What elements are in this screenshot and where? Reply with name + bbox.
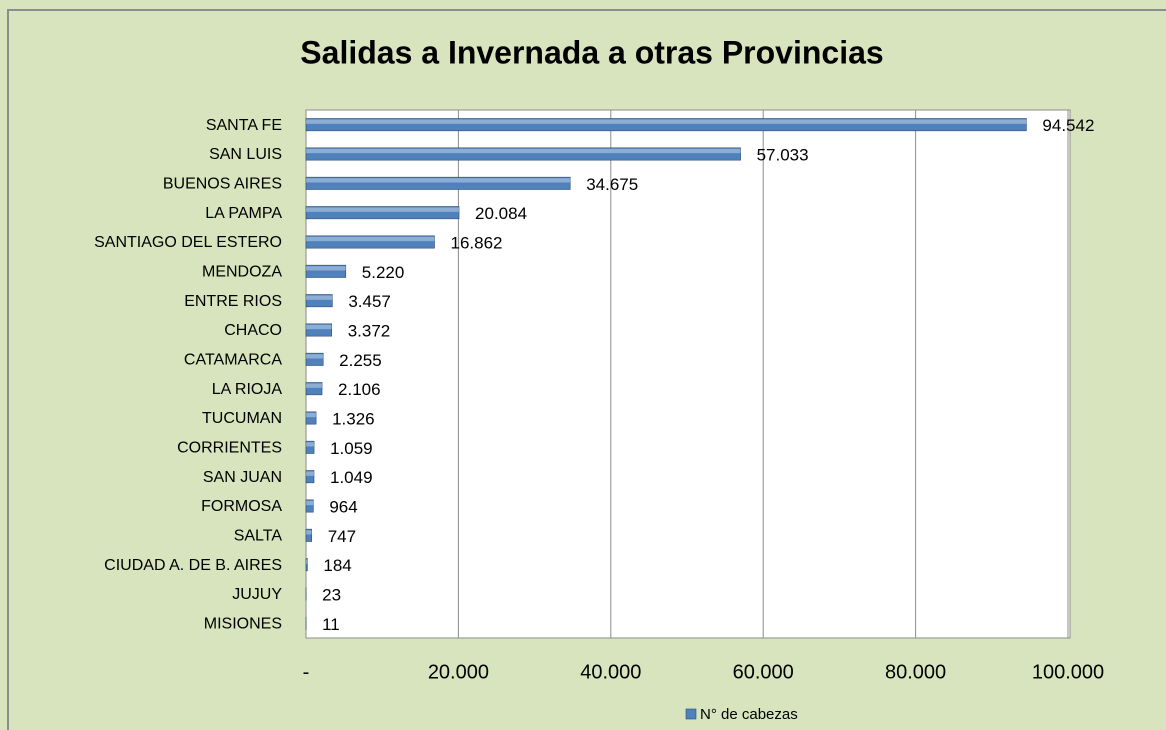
- data-label: 16.862: [450, 233, 502, 252]
- y-tick-label: SAN JUAN: [203, 469, 282, 486]
- data-label: 2.255: [339, 351, 382, 370]
- data-label: 34.675: [586, 175, 638, 194]
- data-label: 57.033: [757, 145, 809, 164]
- bar: [305, 558, 308, 572]
- y-tick-label: CATAMARCA: [184, 352, 282, 369]
- bar-highlight: [306, 500, 314, 506]
- bar: [305, 440, 315, 454]
- y-tick-label: MENDOZA: [202, 264, 282, 281]
- y-tick-label: CIUDAD A. DE B. AIRES: [104, 557, 282, 574]
- x-tick-label: 100.000: [1032, 661, 1104, 683]
- bar-highlight: [306, 383, 323, 388]
- bar-highlight: [306, 266, 346, 271]
- bar-highlight: [306, 530, 312, 535]
- bar-highlight: [306, 471, 314, 476]
- data-label: 964: [329, 497, 357, 516]
- data-label: 3.457: [348, 292, 391, 311]
- bar: [305, 235, 435, 249]
- bar-highlight: [306, 324, 332, 330]
- bar: [305, 352, 324, 366]
- bar: [305, 323, 332, 337]
- y-tick-label: SALTA: [234, 528, 283, 545]
- bar: [305, 382, 323, 396]
- bar-highlight: [306, 442, 315, 447]
- y-tick-label: SANTIAGO DEL ESTERO: [94, 234, 282, 251]
- bar-highlight: [306, 412, 317, 418]
- y-tick-label: LA RIOJA: [212, 381, 283, 398]
- y-tick-label: SANTA FE: [206, 117, 282, 134]
- data-label: 23: [322, 585, 341, 604]
- y-tick-label: LA PAMPA: [205, 205, 282, 222]
- bar: [305, 499, 314, 513]
- y-tick-label: CORRIENTES: [177, 440, 282, 457]
- chart-title: Salidas a Invernada a otras Provincias: [300, 34, 883, 70]
- bar: [305, 528, 312, 542]
- x-tick-label: 60.000: [733, 661, 794, 683]
- data-label: 747: [328, 527, 356, 546]
- data-label: 94.542: [1042, 116, 1094, 135]
- y-tick-label: ENTRE RIOS: [184, 293, 282, 310]
- bar: [305, 147, 741, 161]
- y-tick-label: TUCUMAN: [202, 410, 282, 427]
- data-label: 184: [323, 556, 351, 575]
- bar-highlight: [306, 119, 1027, 124]
- bar-highlight: [306, 207, 460, 212]
- y-tick-label: FORMOSA: [201, 498, 282, 515]
- bar-highlight: [306, 148, 741, 154]
- data-label: 1.049: [330, 468, 373, 487]
- data-label: 2.106: [338, 380, 381, 399]
- x-tick-label: 20.000: [428, 661, 489, 683]
- x-tick-label: 40.000: [580, 661, 641, 683]
- data-label: 1.326: [332, 409, 375, 428]
- y-tick-label: CHACO: [224, 322, 282, 339]
- bar-highlight: [306, 178, 571, 183]
- data-label: 5.220: [362, 263, 405, 282]
- y-tick-label: JUJUY: [232, 586, 282, 603]
- bar: [305, 206, 460, 220]
- y-tick-label: SAN LUIS: [209, 146, 282, 163]
- legend-label: N° de cabezas: [700, 706, 798, 723]
- bar-highlight: [306, 236, 435, 242]
- bar: [305, 294, 333, 308]
- data-label: 1.059: [330, 439, 373, 458]
- data-label: 3.372: [348, 321, 391, 340]
- frame: [7, 9, 1166, 730]
- y-tick-label: BUENOS AIRES: [163, 176, 282, 193]
- bar-highlight: [306, 354, 324, 359]
- x-tick-label: -: [303, 661, 310, 683]
- data-label: 20.084: [475, 204, 527, 223]
- bar: [305, 118, 1027, 132]
- plot-area: [305, 109, 1071, 639]
- bar: [305, 470, 315, 484]
- legend-swatch: [685, 708, 697, 720]
- bar: [305, 264, 347, 278]
- bar-highlight: [306, 559, 308, 564]
- x-tick-label: 80.000: [885, 661, 946, 683]
- y-tick-label: MISIONES: [204, 616, 282, 633]
- bar-highlight: [306, 295, 333, 300]
- bar: [305, 411, 317, 425]
- bar: [305, 176, 571, 190]
- data-label: 11: [322, 615, 340, 634]
